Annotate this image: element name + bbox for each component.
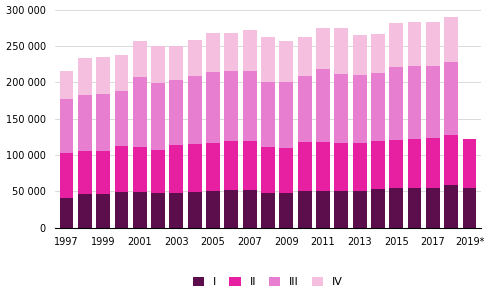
Bar <box>169 80 183 146</box>
Bar <box>279 148 293 193</box>
Bar <box>188 144 202 192</box>
Bar <box>444 62 458 135</box>
Bar <box>298 191 311 228</box>
Bar <box>114 146 128 192</box>
Bar <box>224 71 238 141</box>
Bar <box>279 82 293 148</box>
Bar <box>334 28 348 73</box>
Bar <box>353 75 366 143</box>
Bar <box>188 40 202 76</box>
Bar <box>114 55 128 91</box>
Bar <box>243 190 256 228</box>
Bar <box>463 188 476 228</box>
Bar <box>151 150 165 193</box>
Bar <box>78 95 92 151</box>
Bar <box>133 147 147 192</box>
Bar <box>261 37 275 82</box>
Bar <box>298 37 311 76</box>
Bar <box>151 193 165 228</box>
Bar <box>298 142 311 191</box>
Bar <box>426 22 440 66</box>
Bar <box>316 191 330 228</box>
Bar <box>243 30 256 71</box>
Bar <box>206 72 220 143</box>
Bar <box>444 185 458 228</box>
Bar <box>334 73 348 143</box>
Bar <box>426 66 440 138</box>
Bar <box>96 151 110 194</box>
Bar <box>206 143 220 191</box>
Bar <box>389 67 403 140</box>
Bar <box>389 140 403 188</box>
Bar <box>59 71 73 99</box>
Bar <box>59 99 73 153</box>
Bar <box>133 41 147 77</box>
Bar <box>371 141 385 189</box>
Bar <box>389 23 403 67</box>
Bar <box>444 17 458 62</box>
Bar <box>408 188 421 228</box>
Bar <box>316 28 330 69</box>
Bar <box>59 198 73 228</box>
Bar <box>316 69 330 142</box>
Bar <box>353 191 366 228</box>
Bar <box>224 190 238 228</box>
Bar <box>408 139 421 188</box>
Bar <box>279 41 293 82</box>
Bar <box>114 192 128 228</box>
Bar <box>334 191 348 228</box>
Bar <box>261 82 275 147</box>
Bar <box>169 46 183 80</box>
Bar <box>188 192 202 228</box>
Bar <box>371 189 385 228</box>
Bar <box>261 193 275 228</box>
Bar <box>261 147 275 193</box>
Bar <box>408 22 421 66</box>
Bar <box>371 73 385 141</box>
Bar <box>206 33 220 72</box>
Bar <box>353 143 366 191</box>
Bar <box>96 94 110 151</box>
Bar <box>224 33 238 71</box>
Bar <box>114 91 128 146</box>
Bar <box>426 188 440 228</box>
Bar <box>408 66 421 139</box>
Bar <box>243 141 256 190</box>
Bar <box>206 191 220 228</box>
Bar <box>59 153 73 198</box>
Bar <box>151 46 165 83</box>
Legend: I, II, III, IV: I, II, III, IV <box>189 273 348 292</box>
Bar <box>243 71 256 141</box>
Bar <box>78 58 92 95</box>
Bar <box>316 142 330 191</box>
Bar <box>169 146 183 193</box>
Bar <box>169 193 183 228</box>
Bar <box>353 35 366 75</box>
Bar <box>188 76 202 144</box>
Bar <box>133 192 147 228</box>
Bar <box>78 151 92 194</box>
Bar <box>463 139 476 188</box>
Bar <box>334 143 348 191</box>
Bar <box>279 193 293 228</box>
Bar <box>389 188 403 228</box>
Bar <box>444 135 458 185</box>
Bar <box>371 34 385 73</box>
Bar <box>96 57 110 94</box>
Bar <box>133 77 147 147</box>
Bar <box>224 141 238 190</box>
Bar <box>78 194 92 228</box>
Bar <box>298 76 311 142</box>
Bar <box>151 83 165 150</box>
Bar <box>426 138 440 188</box>
Bar <box>96 194 110 228</box>
